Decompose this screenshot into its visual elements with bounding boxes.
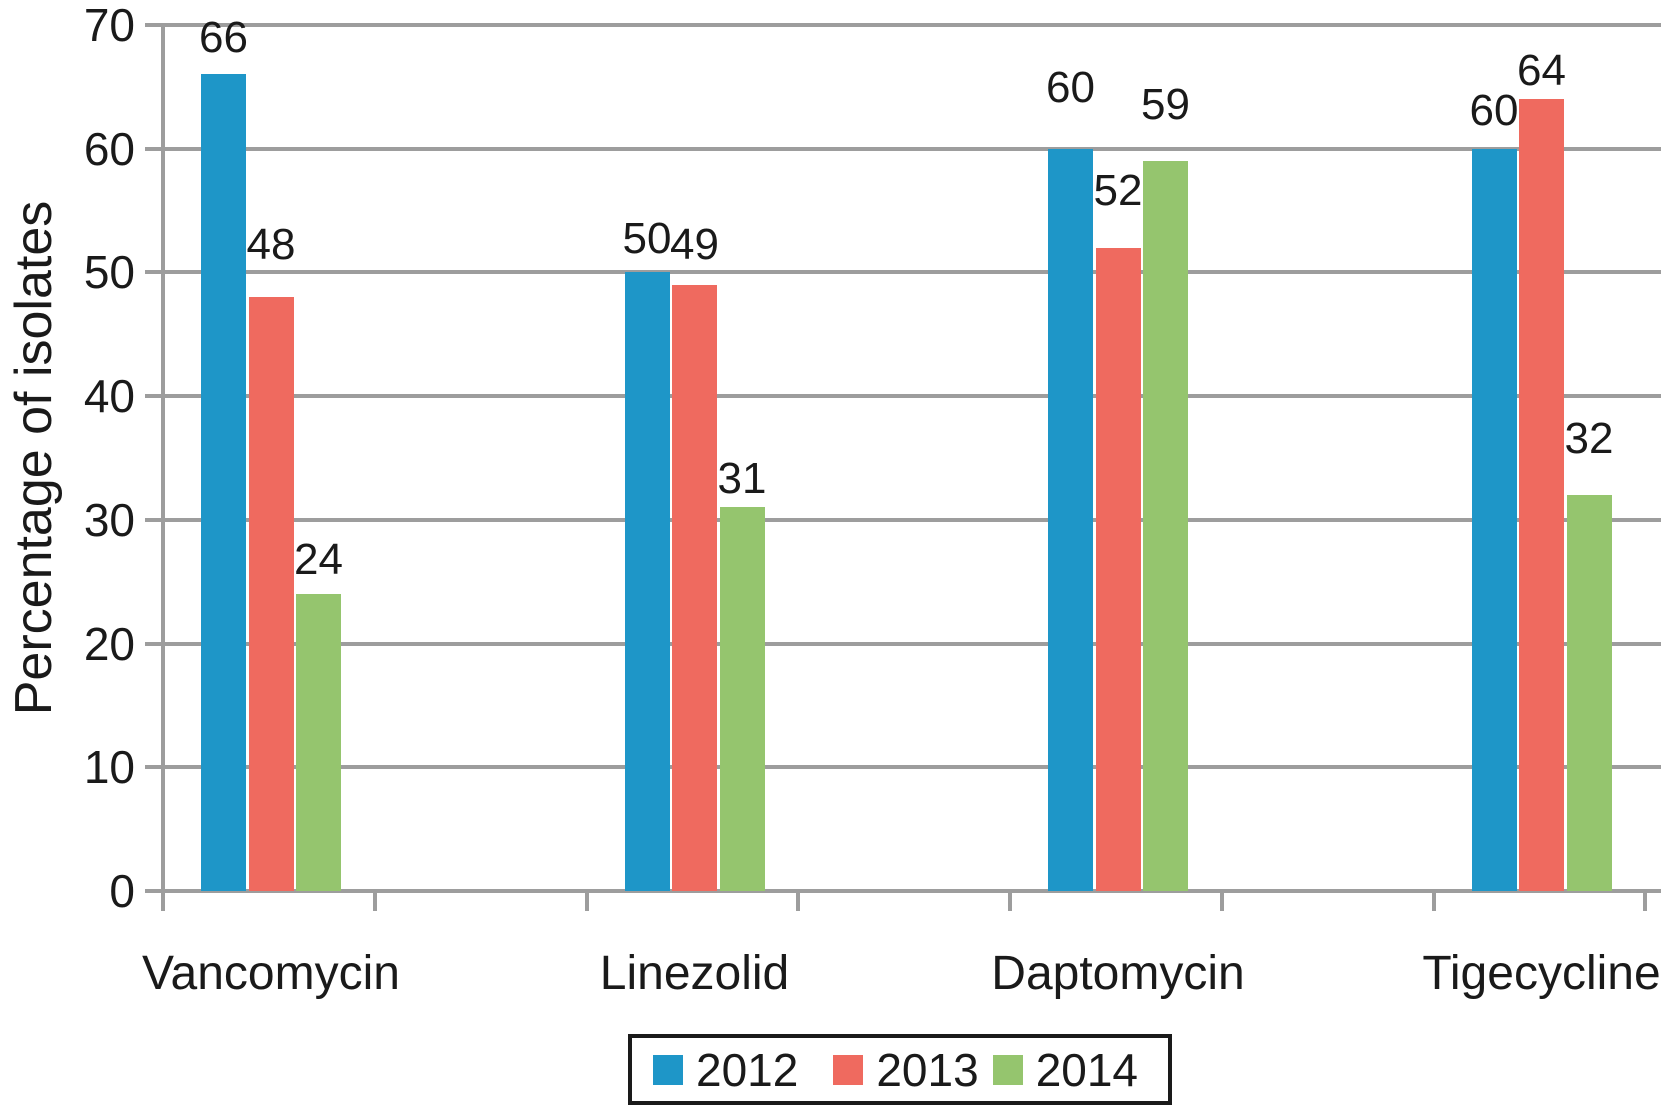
- x-axis-tick: [796, 891, 801, 911]
- gridline: [145, 270, 1661, 275]
- y-tick-label: 60: [83, 122, 135, 175]
- bar-value-label: 60: [1046, 62, 1095, 112]
- gridline: [145, 517, 1661, 522]
- bar-2013-linezolid: [672, 284, 717, 891]
- bar-2014-vancomycin: [296, 594, 341, 891]
- legend-swatch-2014: [992, 1054, 1023, 1085]
- y-tick-label: 30: [83, 493, 135, 546]
- y-axis-line: [161, 23, 165, 911]
- gridline: [145, 765, 1661, 770]
- bar-2012-linezolid: [624, 272, 670, 891]
- bar-2013-vancomycin: [248, 297, 294, 891]
- legend-label: 2013: [876, 1043, 979, 1096]
- y-tick-label: 0: [109, 865, 135, 917]
- category-label: Linezolid: [599, 947, 790, 1000]
- legend-label: 2012: [696, 1043, 799, 1096]
- bar-value-label: 52: [1093, 165, 1143, 215]
- bar-2013-tigecycline: [1519, 99, 1564, 891]
- legend-item-2013: 2013: [833, 1043, 979, 1096]
- legend-item-2014: 2014: [992, 1043, 1139, 1096]
- y-tick-label: 70: [83, 0, 135, 51]
- bar-value-label: 31: [717, 454, 767, 504]
- bar-2012-vancomycin: [201, 74, 246, 891]
- bar-2012-tigecycline: [1471, 148, 1517, 891]
- bar-value-label: 32: [1564, 414, 1614, 464]
- legend: 2012 2013 2014: [628, 1034, 1172, 1105]
- bar-value-label: 49: [670, 219, 719, 269]
- bar-value-label: 60: [1469, 85, 1519, 135]
- category-label: Vancomycin: [142, 947, 400, 1000]
- gridline: [145, 889, 1661, 893]
- gridline: [145, 394, 1661, 399]
- legend-item-2012: 2012: [653, 1047, 798, 1093]
- x-axis-tick: [372, 891, 377, 911]
- bar-value-label: 48: [246, 220, 296, 270]
- bar-2014-tigecycline: [1566, 495, 1612, 891]
- gridline: [145, 146, 1661, 151]
- x-axis-tick: [161, 891, 165, 911]
- gridline: [145, 23, 1661, 27]
- bar-2012-daptomycin: [1048, 148, 1093, 891]
- x-axis-tick: [1643, 891, 1648, 911]
- category-label: Tigecycline: [1422, 947, 1661, 1000]
- y-tick-label: 20: [83, 617, 135, 670]
- x-axis-tick: [584, 891, 589, 911]
- category-label: Daptomycin: [991, 947, 1245, 1000]
- legend-swatch-2013: [833, 1054, 864, 1085]
- bar-value-label: 66: [199, 13, 248, 63]
- bar-value-label: 59: [1141, 80, 1190, 130]
- bar-2013-daptomycin: [1095, 247, 1141, 891]
- bar-2014-linezolid: [719, 507, 765, 891]
- x-axis-tick: [1008, 891, 1012, 911]
- y-tick-label: 40: [83, 370, 135, 423]
- bar-value-label: 50: [622, 214, 672, 264]
- gridline: [145, 641, 1661, 646]
- bar-value-label: 64: [1517, 46, 1566, 96]
- y-tick-label: 50: [83, 246, 135, 299]
- bar-2014-daptomycin: [1143, 161, 1188, 891]
- bar-value-label: 24: [294, 535, 343, 585]
- legend-label: 2014: [1035, 1043, 1139, 1096]
- legend-swatch-2012: [653, 1054, 683, 1085]
- x-axis-tick: [1431, 891, 1436, 911]
- x-axis-tick: [1219, 891, 1224, 911]
- y-tick-label: 10: [83, 741, 135, 794]
